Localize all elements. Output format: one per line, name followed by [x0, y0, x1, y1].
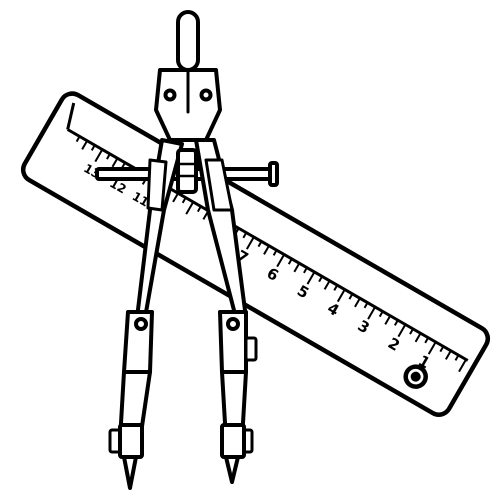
ruler-tick: [444, 350, 452, 360]
ruler-tick: [333, 284, 339, 291]
ruler-tick: [393, 319, 399, 326]
ruler-tick: [454, 354, 460, 361]
ruler-tick: [121, 162, 126, 169]
ruler-tick: [336, 289, 346, 303]
ruler-tick: [367, 306, 376, 320]
ruler-tick: [409, 328, 414, 335]
ruler-tick: [323, 280, 331, 290]
ruler-tick: [427, 341, 437, 355]
ruler-tick: [181, 197, 187, 204]
compass-lead: [224, 455, 240, 484]
compass-needle: [122, 455, 138, 490]
ruler-tick: [90, 144, 96, 151]
ruler-tick: [287, 258, 293, 265]
ruler-tick: [306, 271, 316, 285]
ruler-tick: [414, 332, 422, 343]
ruler-tick: [384, 315, 392, 325]
ruler-tick: [318, 275, 323, 283]
ruler-tick: [94, 149, 104, 163]
ruler-bevel-end: [66, 102, 76, 130]
compass-screw-knob: [176, 148, 198, 194]
ruler-tick: [424, 337, 430, 344]
ruler-tick: [354, 297, 361, 308]
ruler-tick: [106, 153, 111, 160]
ruler-tick: [303, 267, 308, 274]
ruler-tick: [81, 140, 88, 150]
ruler-tick: [172, 192, 179, 203]
ruler-tick: [111, 157, 119, 168]
ruler-tick: [185, 201, 195, 215]
ruler-tick: [242, 232, 248, 239]
ruler-tick: [75, 135, 81, 143]
ruler-tick: [397, 324, 407, 338]
ruler-tick: [263, 245, 270, 255]
ruler-tick: [293, 262, 301, 273]
ruler-tick: [363, 302, 369, 309]
compass-handle: [176, 10, 200, 72]
ruler-tick: [378, 310, 384, 318]
ruler-tick: [276, 254, 286, 268]
ruler-tick: [245, 236, 255, 250]
ruler-tick: [439, 345, 445, 353]
ruler-tick: [257, 240, 263, 248]
ruler-tick: [272, 249, 278, 256]
drawing-compass-icon: [95, 10, 279, 490]
ruler-tick: [196, 205, 202, 213]
ruler-tick: [458, 359, 467, 373]
ruler-tick: [348, 293, 354, 300]
